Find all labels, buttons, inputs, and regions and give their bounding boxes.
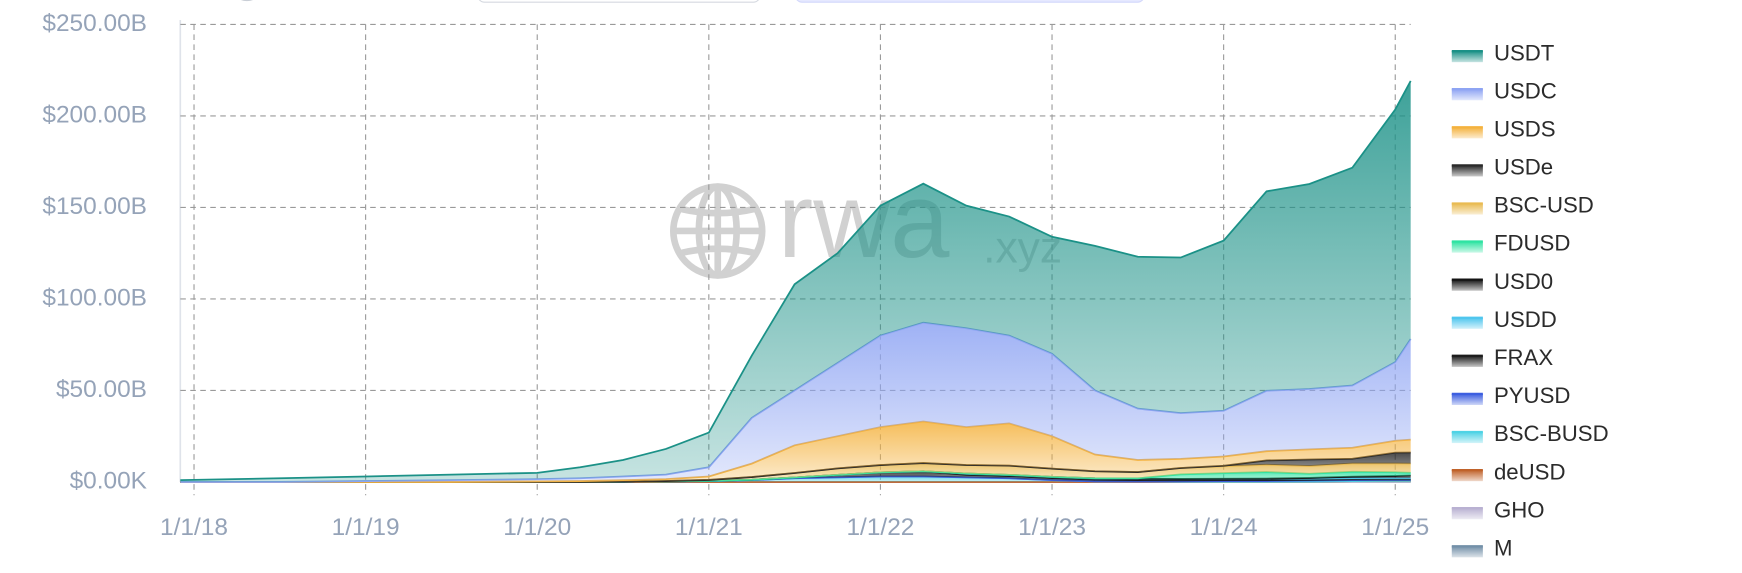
x-tick-label: 1/1/20 — [503, 514, 571, 541]
legend-label: GHO — [1494, 497, 1545, 522]
legend-label: USDe — [1494, 155, 1553, 180]
legend-swatch — [1451, 89, 1483, 101]
x-tick-label: 1/1/23 — [1018, 514, 1086, 541]
area-fill — [180, 476, 1411, 482]
legend-label: USDT — [1494, 40, 1555, 65]
legend-label: BSC-BUSD — [1494, 421, 1609, 446]
legend-label: PYUSD — [1494, 383, 1570, 408]
axes: $0.00K $50.00B $100.00B $150.00B $200.00B $25… — [42, 10, 1429, 541]
area-fill — [180, 471, 1411, 482]
legend-swatch — [1451, 51, 1483, 63]
y-tick-label: $0.00K — [70, 467, 148, 494]
y-tick-label: $100.00B — [42, 284, 147, 311]
area-line — [180, 80, 1412, 482]
area-fill — [180, 421, 1411, 482]
y-tick-label: $50.00B — [56, 376, 147, 403]
toggle-button[interactable] — [795, 0, 1144, 3]
legend-label: BSC-USD — [1494, 193, 1594, 218]
areas — [180, 80, 1412, 483]
legend-label: USDD — [1494, 307, 1557, 332]
legend-swatch — [1451, 241, 1483, 253]
x-tick-label: 1/1/24 — [1190, 514, 1258, 541]
legend-swatch — [1451, 165, 1483, 177]
y-tick-label: $200.00B — [42, 101, 147, 128]
legend-swatch — [1451, 508, 1483, 520]
legend-swatch — [1451, 279, 1483, 291]
x-tick-label: 1/1/18 — [160, 514, 228, 541]
x-tick-label: 1/1/25 — [1361, 514, 1429, 541]
legend-label: FDUSD — [1494, 231, 1570, 256]
legend: USDT USDC USDS USDe BSC-USD FDUSD USD0 USDD FRAX… — [1451, 40, 1609, 560]
dropdown[interactable] — [478, 0, 760, 3]
y-tick-label: $150.00B — [42, 193, 147, 220]
legend-swatch — [1451, 393, 1483, 405]
legend-label: M — [1494, 535, 1512, 560]
legend-swatch — [1451, 546, 1483, 558]
y-tick-label: $250.00B — [42, 10, 147, 37]
area-fill — [180, 463, 1411, 482]
legend-label: USDS — [1494, 116, 1556, 141]
area-fill — [180, 322, 1411, 482]
legend-swatch — [1451, 355, 1483, 367]
legend-swatch — [1451, 127, 1483, 139]
x-tick-label: 1/1/22 — [846, 514, 914, 541]
x-tick-label: 1/1/19 — [332, 514, 400, 541]
legend-label: USD0 — [1494, 269, 1553, 294]
area-fill — [180, 80, 1411, 482]
legend-label: deUSD — [1494, 459, 1566, 484]
legend-swatch — [1451, 470, 1483, 482]
legend-label: USDC — [1494, 78, 1557, 103]
legend-swatch — [1451, 431, 1483, 444]
legend-label: FRAX — [1494, 345, 1553, 370]
watermark-globe — [670, 183, 766, 279]
legend-swatch — [1451, 203, 1483, 215]
x-tick-label: 1/1/21 — [675, 514, 743, 541]
legend-swatch — [1451, 317, 1483, 329]
